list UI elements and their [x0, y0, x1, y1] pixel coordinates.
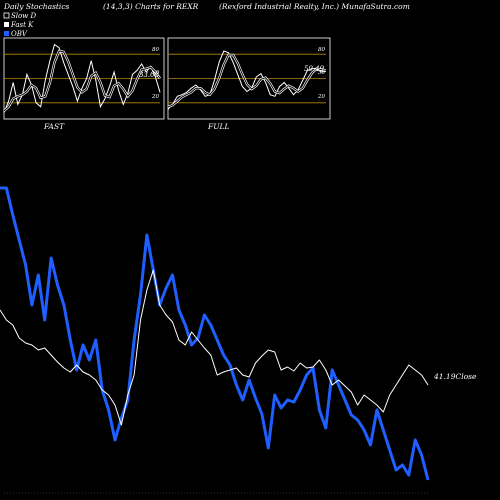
header-right: (Rexford Industrial Realty, Inc.) Munafa…: [219, 2, 410, 11]
main-series-close: [0, 269, 429, 426]
legend-label-fast-k: Fast K: [10, 21, 34, 29]
fast-tick-20: 20: [151, 94, 159, 100]
fast-panel-label: FAST: [43, 122, 65, 131]
header-left: Daily Stochastics: [3, 2, 70, 11]
legend-label-slow-d: Slow D: [11, 12, 36, 20]
full-tick-80: 80: [318, 47, 325, 53]
close-label: 41.19Close: [433, 372, 477, 381]
full-series-slow-d-core: [167, 54, 327, 108]
full-tick-20: 20: [317, 94, 325, 100]
legend-swatch-slow-d: [3, 12, 10, 19]
full-tick-50: 50: [318, 70, 325, 76]
full-series-lines: [167, 50, 327, 110]
main-series-obv: [0, 186, 430, 481]
fast-series-fast-k: [3, 43, 161, 113]
fast-last-value: 33.08: [139, 71, 160, 79]
full-last-value: 59.49: [304, 65, 325, 73]
fast-series-slow-d-core: [3, 50, 161, 112]
full-level-lines: [168, 53, 326, 104]
fast-tick-80: 80: [152, 47, 159, 53]
main-series-lines: [0, 186, 430, 481]
fast-series-lines: [3, 43, 161, 113]
legend-label-obv: OBV: [11, 30, 28, 38]
full-panel-label: FULL: [207, 122, 230, 131]
fast-level-lines: [4, 53, 160, 104]
full-series-fast-k: [167, 50, 327, 110]
header-center: (14,3,3) Charts for REXR: [103, 2, 199, 11]
legend-swatch-fast-k: [4, 22, 9, 27]
legend-swatch-obv: [4, 31, 9, 36]
